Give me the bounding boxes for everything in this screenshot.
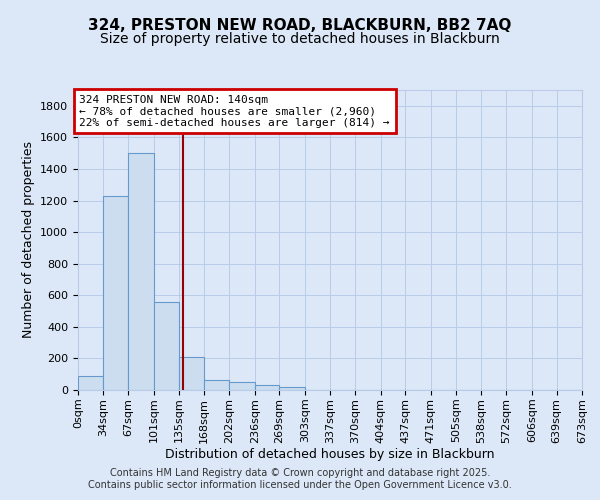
X-axis label: Distribution of detached houses by size in Blackburn: Distribution of detached houses by size … — [165, 448, 495, 461]
Bar — [179, 357, 204, 390]
Text: Size of property relative to detached houses in Blackburn: Size of property relative to detached ho… — [100, 32, 500, 46]
Y-axis label: Number of detached properties: Number of detached properties — [22, 142, 35, 338]
Bar — [154, 302, 179, 390]
Bar — [229, 382, 255, 390]
Bar — [78, 376, 103, 390]
Bar — [204, 380, 229, 390]
Text: Contains public sector information licensed under the Open Government Licence v3: Contains public sector information licen… — [88, 480, 512, 490]
Text: 324, PRESTON NEW ROAD, BLACKBURN, BB2 7AQ: 324, PRESTON NEW ROAD, BLACKBURN, BB2 7A… — [88, 18, 512, 32]
Bar — [128, 153, 154, 390]
Bar — [103, 196, 128, 390]
Bar — [255, 386, 280, 390]
Text: Contains HM Land Registry data © Crown copyright and database right 2025.: Contains HM Land Registry data © Crown c… — [110, 468, 490, 477]
Bar — [280, 387, 305, 390]
Text: 324 PRESTON NEW ROAD: 140sqm
← 78% of detached houses are smaller (2,960)
22% of: 324 PRESTON NEW ROAD: 140sqm ← 78% of de… — [79, 94, 390, 128]
